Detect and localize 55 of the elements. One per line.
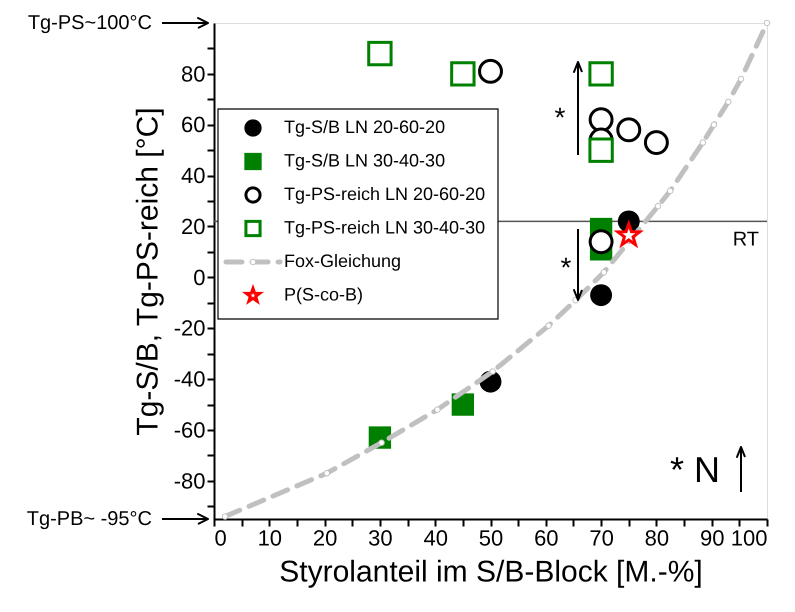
legend-label: Fox-Gleichung [284,251,402,271]
point [222,513,228,520]
annotation: * N [670,449,720,490]
ref-line-label: RT [732,228,759,250]
point [489,368,496,375]
x-tick-label: 30 [368,526,393,550]
point [710,122,718,128]
legend-label: Tg-S/B LN 30-40-30 [284,150,446,170]
point [764,20,770,26]
y-tick-label: 80 [181,61,206,86]
y-tick-label: 0 [193,264,206,290]
legend-label: Tg-PS-reich LN 30-40-30 [284,218,486,238]
point [600,269,608,276]
point [367,40,393,66]
x-tick-label: 20 [312,526,338,550]
point [434,406,441,413]
y-tick-label: -80 [174,468,206,494]
text: Tg-PS~100°C [28,12,152,34]
point [545,322,552,329]
y-tick-label: 60 [181,112,206,138]
x-tick-label: 0 [214,526,227,550]
point [324,470,330,476]
point [588,138,614,163]
legend-label: Tg-S/B LN 20-60-20 [284,117,446,137]
point [700,139,706,146]
x-tick-label: 60 [534,526,559,550]
point [588,61,614,87]
y-axis-title: Tg-S/B, Tg-PS-reich [°C] [132,107,165,436]
annotation: * [554,102,566,133]
y-tick-label: -20 [174,316,206,341]
point [725,98,732,106]
y-tick-label: 20 [181,214,206,239]
x-tick-label: 50 [478,526,504,550]
point [450,61,476,87]
y-tick-label: 40 [181,163,206,188]
annotation: * [560,252,572,283]
point [654,202,662,210]
x-tick-label: 70 [589,526,614,550]
point [378,439,385,446]
y-tick-label: -60 [174,417,206,442]
y-tick-label: -40 [174,366,206,392]
legend-label: Tg-PS-reich LN 20-60-20 [284,184,486,204]
x-tick-label: 80 [644,526,670,550]
text: Tg-PB~ -95°C [26,508,152,530]
x-tick-label: 100 [730,526,768,550]
point [666,188,674,194]
x-tick-label: 90 [700,526,724,550]
x-axis-title: Styrolanteil im S/B-Block [M.-%] [279,556,703,588]
point [452,393,474,416]
point [590,284,612,306]
x-tick-label: 10 [258,526,282,550]
point [738,76,744,82]
point [588,229,614,254]
x-tick-label: 40 [423,526,448,550]
legend-label: P(S-co-B) [284,284,364,304]
